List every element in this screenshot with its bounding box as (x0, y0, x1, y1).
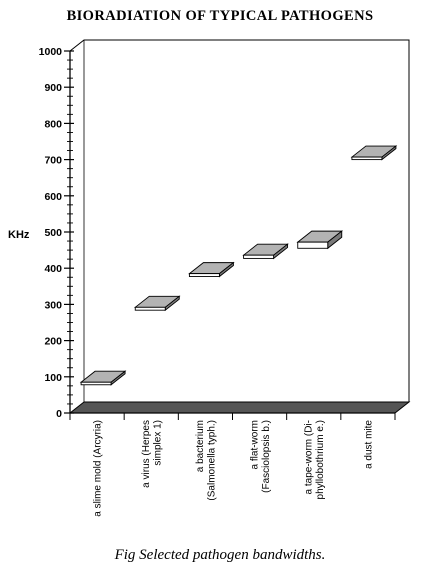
y-tick-label: 300 (44, 299, 62, 311)
y-tick-label: 500 (44, 227, 62, 239)
y-tick-label: 0 (56, 408, 62, 420)
y-axis: 0 100 200 300 400 500 600 700 800 900 1000 (39, 46, 74, 420)
bar-front (134, 306, 166, 311)
x-tick-label: a slime mold (Arcyria) (93, 420, 104, 517)
x-tick-label: a tape-worm (Di-phyllobothrium e.) (304, 420, 327, 499)
bar (79, 370, 127, 386)
x-tick-label: a flat-worm(Fasciolopsis b.) (249, 420, 272, 493)
bar (133, 295, 181, 312)
y-tick-label: 1000 (39, 46, 63, 58)
floor-plane (68, 401, 411, 414)
x-tick-label: a bacterium(Salmonella typh.) (195, 420, 218, 501)
bar (242, 243, 289, 260)
bars (79, 145, 398, 386)
y-tick-label: 600 (44, 191, 62, 203)
back-wall-outline (69, 39, 410, 402)
bar (350, 145, 398, 161)
y-axis-label: KHz (8, 229, 30, 241)
bar-front (80, 381, 112, 386)
bar (296, 230, 344, 250)
figure-caption: Fig Selected pathogen bandwidths. (114, 547, 326, 563)
x-tick-label: a dust mite (363, 420, 374, 469)
bar (188, 261, 235, 278)
back-wall (69, 39, 410, 402)
x-axis: a slime mold (Arcyria) a virus (Herpessim… (69, 412, 396, 517)
bar-front (188, 273, 220, 277)
y-tick-label: 900 (44, 82, 62, 94)
floor (68, 401, 411, 414)
chart-title: BIORADIATION OF TYPICAL PATHOGENS (66, 8, 374, 24)
y-tick-label: 200 (44, 336, 62, 348)
y-tick-label: 100 (44, 372, 62, 384)
bar-front (351, 156, 383, 161)
y-tick-label: 400 (44, 263, 62, 275)
y-tick-label: 700 (44, 155, 62, 167)
bar-front (243, 254, 275, 259)
y-tick-label: 800 (44, 118, 62, 130)
x-tick-label: a virus (Herpessimplex 1) (141, 420, 164, 488)
bar-front (297, 241, 329, 249)
